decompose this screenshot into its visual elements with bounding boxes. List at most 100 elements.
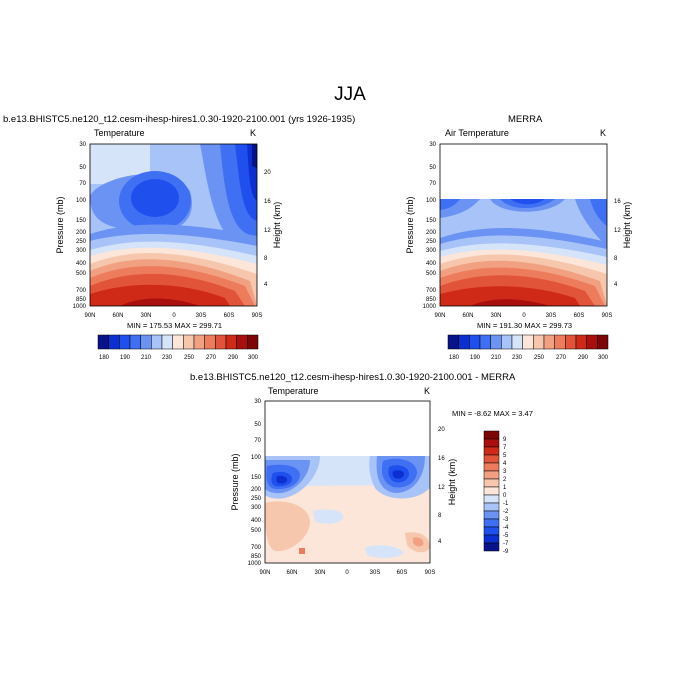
panel3-y2label: Height (km) bbox=[447, 459, 457, 506]
cb-label: 190 bbox=[470, 355, 481, 361]
panel1-x-ticks: 90N 60N 30N 0 30S 60S 90S bbox=[84, 313, 262, 319]
p-tick: 400 bbox=[426, 261, 437, 267]
colorbar-swatch bbox=[458, 334, 470, 350]
panel1-minmax: MIN = 175.53 MAX = 299.71 bbox=[127, 321, 223, 330]
p-tick: 500 bbox=[76, 271, 87, 277]
x-tick: 0 bbox=[522, 313, 526, 319]
x-tick: 60N bbox=[112, 313, 123, 319]
colorbar-swatch bbox=[565, 334, 577, 350]
colorbar-swatch bbox=[172, 334, 184, 350]
panel1-h-ticks: 20 16 12 8 4 bbox=[264, 170, 271, 288]
colorbar-swatch bbox=[108, 334, 120, 350]
h-tick: 4 bbox=[438, 539, 442, 545]
colorbar-swatch bbox=[479, 334, 491, 350]
x-tick: 0 bbox=[345, 570, 349, 576]
cb-label: -2 bbox=[503, 509, 509, 515]
cb-label: -9 bbox=[503, 549, 509, 555]
colorbar-swatch bbox=[483, 454, 500, 464]
panel3-ylabel: Pressure (mb) bbox=[230, 453, 240, 510]
cb-label: 190 bbox=[120, 355, 131, 361]
h-tick: 4 bbox=[264, 282, 268, 288]
cb-label: -4 bbox=[503, 525, 509, 531]
colorbar-swatch bbox=[151, 334, 163, 350]
colorbar-swatch bbox=[483, 430, 500, 440]
p-tick: 250 bbox=[76, 239, 87, 245]
panel1-left-label: Temperature bbox=[94, 128, 145, 138]
x-tick: 90N bbox=[434, 313, 445, 319]
panel3-h-ticks: 20 16 12 8 4 bbox=[438, 427, 445, 545]
panel3-subtitle: b.e13.BHISTC5.ne120_t12.cesm-ihesp-hires… bbox=[190, 372, 516, 383]
colorbar-swatch bbox=[483, 478, 500, 488]
p-tick: 250 bbox=[426, 239, 437, 245]
p-tick: 500 bbox=[251, 528, 262, 534]
p-tick: 150 bbox=[426, 218, 437, 224]
p-tick: 70 bbox=[79, 181, 86, 187]
x-tick: 30S bbox=[370, 570, 381, 576]
panel2-subtitle: MERRA bbox=[508, 114, 543, 125]
h-tick: 4 bbox=[614, 282, 618, 288]
panel1-colorbar: 180 190 210 230 250 270 290 300 bbox=[97, 334, 259, 361]
colorbar-swatch bbox=[483, 542, 500, 552]
colorbar-swatch bbox=[483, 470, 500, 480]
panel2-left-label: Air Temperature bbox=[445, 128, 509, 138]
p-tick: 50 bbox=[429, 165, 436, 171]
p-tick: 150 bbox=[251, 475, 262, 481]
colorbar-swatch bbox=[247, 334, 259, 350]
x-tick: 90S bbox=[602, 313, 613, 319]
p-tick: 250 bbox=[251, 496, 262, 502]
cb-label: 180 bbox=[99, 355, 110, 361]
x-tick: 30N bbox=[140, 313, 151, 319]
h-tick: 12 bbox=[614, 228, 621, 234]
colorbar-swatch bbox=[483, 462, 500, 472]
cb-label: 250 bbox=[184, 355, 195, 361]
h-tick: 8 bbox=[264, 256, 268, 262]
panel2-y2label: Height (km) bbox=[622, 202, 632, 249]
p-tick: 400 bbox=[251, 518, 262, 524]
cb-label: -1 bbox=[503, 501, 509, 507]
cb-label: 230 bbox=[512, 355, 523, 361]
p-tick: 1000 bbox=[423, 304, 437, 310]
cb-label: 230 bbox=[162, 355, 173, 361]
panel3-plot: 30 50 70 100 150 200 250 300 400 500 700… bbox=[230, 399, 457, 576]
h-tick: 12 bbox=[264, 228, 271, 234]
colorbar-swatches bbox=[447, 334, 609, 350]
p-tick: 200 bbox=[426, 230, 437, 236]
colorbar-swatch bbox=[597, 334, 609, 350]
panel2-x-ticks: 90N 60N 30N 0 30S 60S 90S bbox=[434, 313, 612, 319]
x-tick: 30S bbox=[196, 313, 207, 319]
cb-label: 250 bbox=[534, 355, 545, 361]
p-tick: 70 bbox=[254, 438, 261, 444]
panel3-y-ticks: 30 50 70 100 150 200 250 300 400 500 700… bbox=[248, 399, 262, 567]
x-tick: 60N bbox=[286, 570, 297, 576]
colorbar-swatch bbox=[522, 334, 534, 350]
cb-label: 210 bbox=[491, 355, 502, 361]
p-tick: 200 bbox=[76, 230, 87, 236]
cb-label: 9 bbox=[503, 437, 507, 443]
cb-label: -7 bbox=[503, 541, 509, 547]
colorbar-swatches bbox=[483, 430, 500, 552]
p-tick: 700 bbox=[251, 545, 262, 551]
colorbar-swatch bbox=[215, 334, 227, 350]
p-tick: 850 bbox=[426, 297, 437, 303]
panel3-contours bbox=[265, 456, 430, 563]
x-tick: 30S bbox=[546, 313, 557, 319]
panel2-contours bbox=[440, 199, 607, 306]
panel3-colorbar: 9 7 5 4 3 2 1 0 -1 -2 -3 -4 -5 -7 -9 bbox=[483, 430, 509, 555]
p-tick: 70 bbox=[429, 181, 436, 187]
cb-label: 180 bbox=[449, 355, 460, 361]
p-tick: 30 bbox=[429, 142, 436, 148]
panel1-ylabel: Pressure (mb) bbox=[55, 196, 65, 253]
p-tick: 100 bbox=[76, 198, 87, 204]
colorbar-swatch bbox=[483, 446, 500, 456]
panel2-minmax: MIN = 191.30 MAX = 299.73 bbox=[477, 321, 573, 330]
p-tick: 200 bbox=[251, 487, 262, 493]
colorbar-swatch bbox=[554, 334, 566, 350]
colorbar-swatch bbox=[483, 438, 500, 448]
panel2-ylabel: Pressure (mb) bbox=[405, 196, 415, 253]
p-tick: 500 bbox=[426, 271, 437, 277]
colorbar-swatch bbox=[483, 510, 500, 520]
main-title: JJA bbox=[334, 84, 366, 105]
x-tick: 30N bbox=[314, 570, 325, 576]
p-tick: 30 bbox=[254, 399, 261, 405]
x-tick: 60S bbox=[574, 313, 585, 319]
